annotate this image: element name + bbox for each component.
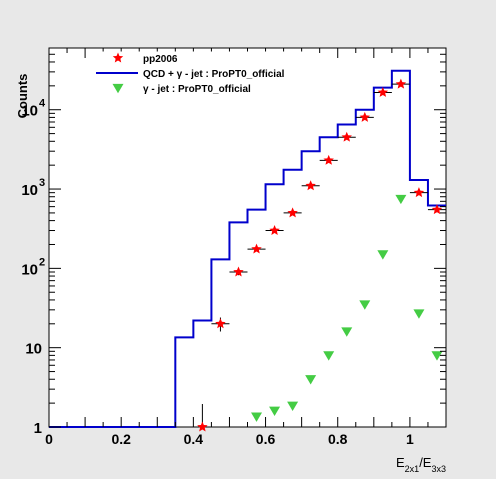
pp2006-point: [215, 318, 226, 329]
gamma-jet-point: [377, 250, 389, 260]
gamma-jet-point: [359, 300, 371, 310]
y-tick-label-base: 10: [21, 261, 38, 278]
y-tick-label: 10: [21, 182, 38, 199]
pp2006-point: [341, 131, 352, 142]
x-axis-label-mid: /E: [419, 455, 432, 470]
gamma-jet-point: [413, 309, 425, 319]
pp2006-point: [287, 207, 298, 218]
y-tick-label: 10: [21, 261, 38, 278]
gamma-jet-point: [269, 406, 281, 417]
pp2006-point: [431, 204, 443, 215]
y-tick-label-exponent: 3: [39, 177, 45, 189]
x-axis-label-sub1: 2x1: [405, 464, 420, 474]
pp2006-point: [395, 78, 407, 89]
y-tick-label: 1: [34, 420, 42, 437]
pp2006-point: [359, 111, 371, 122]
gamma-jet-point: [395, 194, 407, 205]
x-tick-label: 0: [45, 431, 53, 447]
x-tick-label: 0.2: [111, 431, 131, 447]
legend-marker-pp2006: [112, 52, 124, 63]
pp2006-point: [377, 86, 389, 97]
legend-marker-gamma-jet: [112, 83, 124, 94]
gamma-jet-point: [251, 412, 263, 422]
series-layer: [49, 69, 446, 432]
gamma-jet-point: [323, 351, 335, 361]
plot-frame: [48, 47, 447, 428]
pp2006-point: [197, 421, 208, 432]
histogram-qcd-gamma-jet: [49, 69, 446, 428]
legend-star-icon: [112, 52, 124, 63]
pp2006-point: [305, 180, 316, 191]
y-tick-label-exponent: 2: [39, 256, 45, 268]
x-tick-label: 0.4: [184, 431, 204, 447]
x-tick-label: 1: [406, 431, 414, 447]
y-axis-label: Counts: [15, 74, 30, 119]
pp2006-point: [269, 225, 280, 235]
y-tick-label-base: 10: [21, 103, 38, 120]
x-axis-label: E2x1/E3x3: [396, 455, 446, 474]
y-tick-label: 10: [25, 341, 42, 358]
y-tick-label-base: 10: [21, 182, 38, 199]
y-tick-label-exponent: 4: [39, 98, 46, 110]
pp2006-point: [233, 266, 244, 277]
gamma-jet-point: [431, 351, 443, 361]
legend: pp2006 QCD + γ - jet : ProPT0_official γ…: [91, 51, 308, 99]
x-axis-label-sub2: 3x3: [431, 464, 446, 474]
x-axis-label-e: E: [396, 455, 405, 470]
pp2006-point: [251, 243, 262, 254]
legend-triangle-icon: [112, 83, 124, 94]
legend-label-pp2006: pp2006: [143, 54, 178, 65]
pp2006-point: [323, 154, 334, 165]
y-tick-label-base: 10: [25, 341, 42, 358]
gamma-jet-point: [287, 401, 299, 412]
legend-box: [91, 51, 308, 99]
legend-label-gamma-jet: γ - jet : ProPT0_official: [143, 84, 251, 95]
legend-label-qcd: QCD + γ - jet : ProPT0_official: [143, 69, 285, 80]
x-tick-label: 0.6: [256, 431, 276, 447]
x-tick-label: 0.8: [328, 431, 348, 447]
gamma-jet-point: [305, 375, 317, 385]
gamma-jet-point: [341, 327, 353, 337]
y-tick-label: 10: [21, 103, 38, 120]
y-tick-label-base: 1: [34, 420, 42, 437]
pp2006-point: [413, 187, 425, 198]
